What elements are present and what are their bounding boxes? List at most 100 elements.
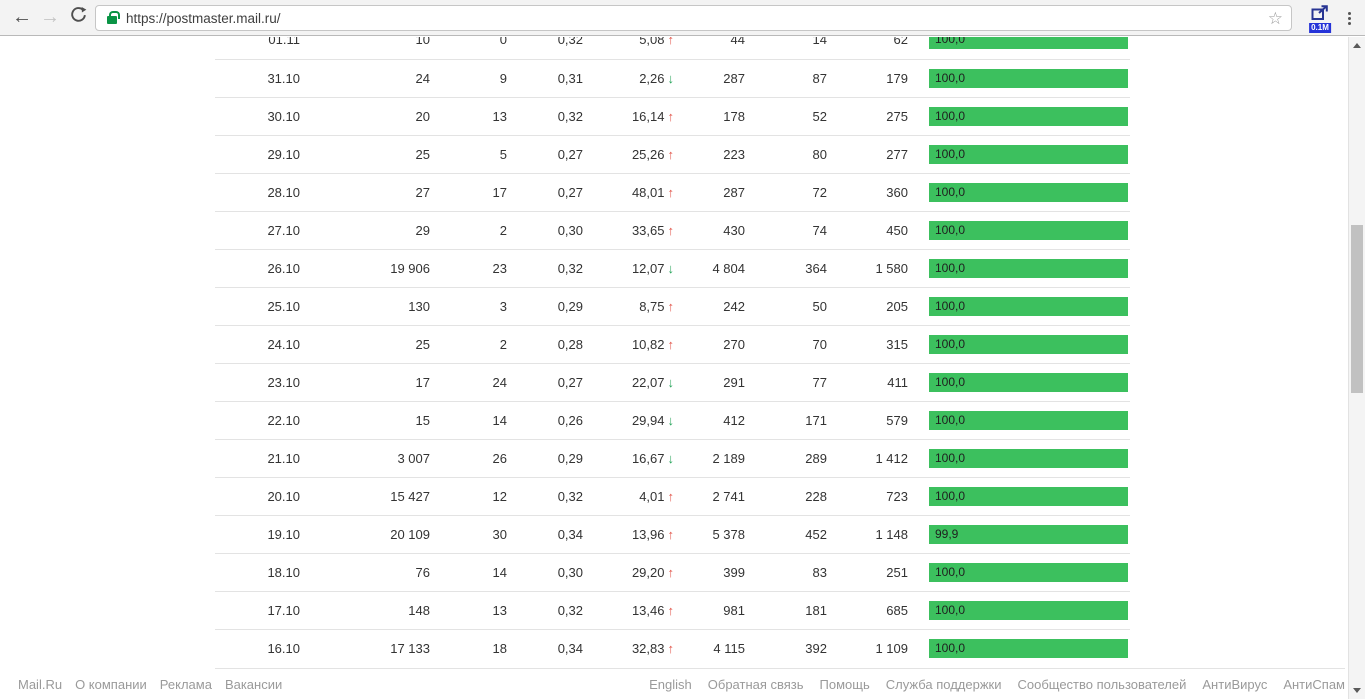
cell-col5: 10,82 ↑ xyxy=(583,325,674,364)
cell-col6: 287 xyxy=(674,173,745,212)
col5-value: 48,01 xyxy=(631,184,665,200)
percent-bar: 100,0 xyxy=(929,486,1128,506)
cell-col5: 32,83 ↑ xyxy=(583,629,674,667)
trend-down-icon: ↓ xyxy=(667,260,675,276)
footer-link[interactable]: АнтиСпам xyxy=(1283,677,1345,692)
footer-link[interactable]: Обратная связь xyxy=(707,677,804,692)
footer-link[interactable]: АнтиВирус xyxy=(1202,677,1268,692)
cell-col6: 5 378 xyxy=(674,515,745,554)
cell-col5: 4,01 ↑ xyxy=(583,477,674,516)
cell-col3: 14 xyxy=(430,401,507,440)
forward-button[interactable]: → xyxy=(36,4,64,32)
stats-table-viewport: 01.11 10 0 0,32 5,08 ↑ 44 14 62 100,0 31.… xyxy=(0,37,1348,668)
address-bar[interactable]: https://postmaster.mail.ru/ ☆ xyxy=(95,5,1292,31)
table-row: 16.10 17 133 18 0,34 32,83 ↑ 4 115 392 1 … xyxy=(215,629,1130,667)
reload-button[interactable] xyxy=(64,4,92,32)
cell-col7: 77 xyxy=(745,363,827,402)
cell-col7: 364 xyxy=(745,249,827,288)
cell-col8: 62 xyxy=(827,37,908,60)
cell-date: 31.10 xyxy=(215,59,300,98)
cell-col8: 1 412 xyxy=(827,439,908,478)
cell-col5: 12,07 ↓ xyxy=(583,249,675,288)
cell-percent: 100,0 xyxy=(908,629,1130,667)
cell-date: 19.10 xyxy=(215,515,300,554)
cell-col5: 33,65 ↑ xyxy=(583,211,674,250)
browser-toolbar: ← → https://postmaster.mail.ru/ ☆ 0.1M xyxy=(0,0,1365,36)
cell-col3: 13 xyxy=(430,591,507,630)
footer-link[interactable]: Реклама xyxy=(159,677,212,692)
cell-percent: 100,0 xyxy=(908,363,1130,402)
cell-col5: 22,07 ↓ xyxy=(583,363,675,402)
menu-dot xyxy=(1347,16,1351,20)
cell-col5: 8,75 ↑ xyxy=(583,287,674,326)
cell-col2: 20 xyxy=(300,97,430,136)
cell-col7: 452 xyxy=(745,515,827,554)
percent-bar: 100,0 xyxy=(929,334,1128,354)
cell-col7: 50 xyxy=(745,287,827,326)
cell-col7: 228 xyxy=(745,477,827,516)
trend-up-icon: ↑ xyxy=(667,640,675,656)
cell-col6: 2 741 xyxy=(674,477,745,516)
cell-col4: 0,28 xyxy=(507,325,583,364)
cell-col3: 12 xyxy=(430,477,507,516)
cell-col7: 80 xyxy=(745,135,827,174)
cell-col8: 1 109 xyxy=(875,640,908,656)
cell-col3: 3 xyxy=(430,287,507,326)
table-row: 22.10 15 14 0,26 29,94 ↓ 412 171 579 100,… xyxy=(215,401,1130,440)
forward-arrow-icon: → xyxy=(40,6,60,28)
page-footer: Mail.Ru О компании Реклама Вакансии English… xyxy=(0,668,1348,699)
scrollbar-up-button[interactable] xyxy=(1349,37,1365,54)
open-in-new-icon xyxy=(1311,5,1328,20)
trend-up-icon: ↑ xyxy=(667,37,675,48)
scrollbar-down-button[interactable] xyxy=(1349,682,1365,699)
cell-col8: 723 xyxy=(827,477,908,516)
cell-date: 17.10 xyxy=(215,591,300,630)
percent-bar: 100,0 xyxy=(929,600,1128,620)
cell-col4: 0,27 xyxy=(507,135,583,174)
table-row: 24.10 25 2 0,28 10,82 ↑ 270 70 315 100,0 xyxy=(215,325,1130,364)
cell-col7: 392 xyxy=(805,640,827,656)
back-button[interactable]: ← xyxy=(8,4,36,32)
cell-col3: 23 xyxy=(430,249,507,288)
table-row: 19.10 20 109 30 0,34 13,96 ↑ 5 378 452 1 … xyxy=(215,515,1130,554)
cell-col3: 26 xyxy=(430,439,507,478)
footer-link[interactable]: Вакансии xyxy=(224,677,283,692)
cell-col8: 179 xyxy=(827,59,908,98)
cell-col3: 24 xyxy=(430,363,507,402)
url-text[interactable]: https://postmaster.mail.ru/ xyxy=(126,10,281,26)
trend-down-icon: ↓ xyxy=(667,450,675,466)
footer-link[interactable]: Служба поддержки xyxy=(885,677,1002,692)
footer-link[interactable]: Mail.Ru xyxy=(18,677,63,692)
cell-col7: 74 xyxy=(745,211,827,250)
cell-col7: 171 xyxy=(745,401,827,440)
cell-col6: 4 115 xyxy=(713,640,745,656)
footer-link[interactable]: Сообщество пользователей xyxy=(1017,677,1187,692)
cell-percent: 100,0 xyxy=(908,553,1130,592)
trend-down-icon: ↓ xyxy=(667,374,675,390)
cell-col4: 0,32 xyxy=(507,477,583,516)
page-scrollbar[interactable] xyxy=(1348,37,1365,699)
percent-bar: 100,0 xyxy=(929,372,1128,392)
scrollbar-thumb[interactable] xyxy=(1351,225,1363,393)
stats-table: 01.11 10 0 0,32 5,08 ↑ 44 14 62 100,0 31.… xyxy=(215,37,1130,667)
cell-percent: 100,0 xyxy=(908,37,1130,60)
footer-link[interactable]: О компании xyxy=(75,677,147,692)
cell-percent: 100,0 xyxy=(908,211,1130,250)
cell-col4: 0,32 xyxy=(507,97,583,136)
extension-button[interactable]: 0.1M xyxy=(1307,3,1333,33)
cell-col8: 1 148 xyxy=(827,515,908,554)
cell-percent: 100,0 xyxy=(908,591,1130,630)
extension-badge: 0.1M xyxy=(1309,23,1331,33)
https-lock-icon[interactable] xyxy=(107,10,120,24)
footer-link[interactable]: Помощь xyxy=(819,677,870,692)
percent-bar: 100,0 xyxy=(929,258,1128,278)
scroll-up-icon xyxy=(1353,43,1361,48)
trend-up-icon: ↑ xyxy=(667,602,675,618)
cell-col5: 13,46 ↑ xyxy=(583,591,675,630)
browser-menu-button[interactable] xyxy=(1340,9,1358,27)
bookmark-star-icon[interactable]: ☆ xyxy=(1267,8,1283,28)
cell-col5: 29,94 ↓ xyxy=(583,401,674,440)
cell-col2: 19 906 xyxy=(300,249,430,288)
cell-col8: 251 xyxy=(827,553,908,592)
footer-link[interactable]: English xyxy=(649,677,692,692)
